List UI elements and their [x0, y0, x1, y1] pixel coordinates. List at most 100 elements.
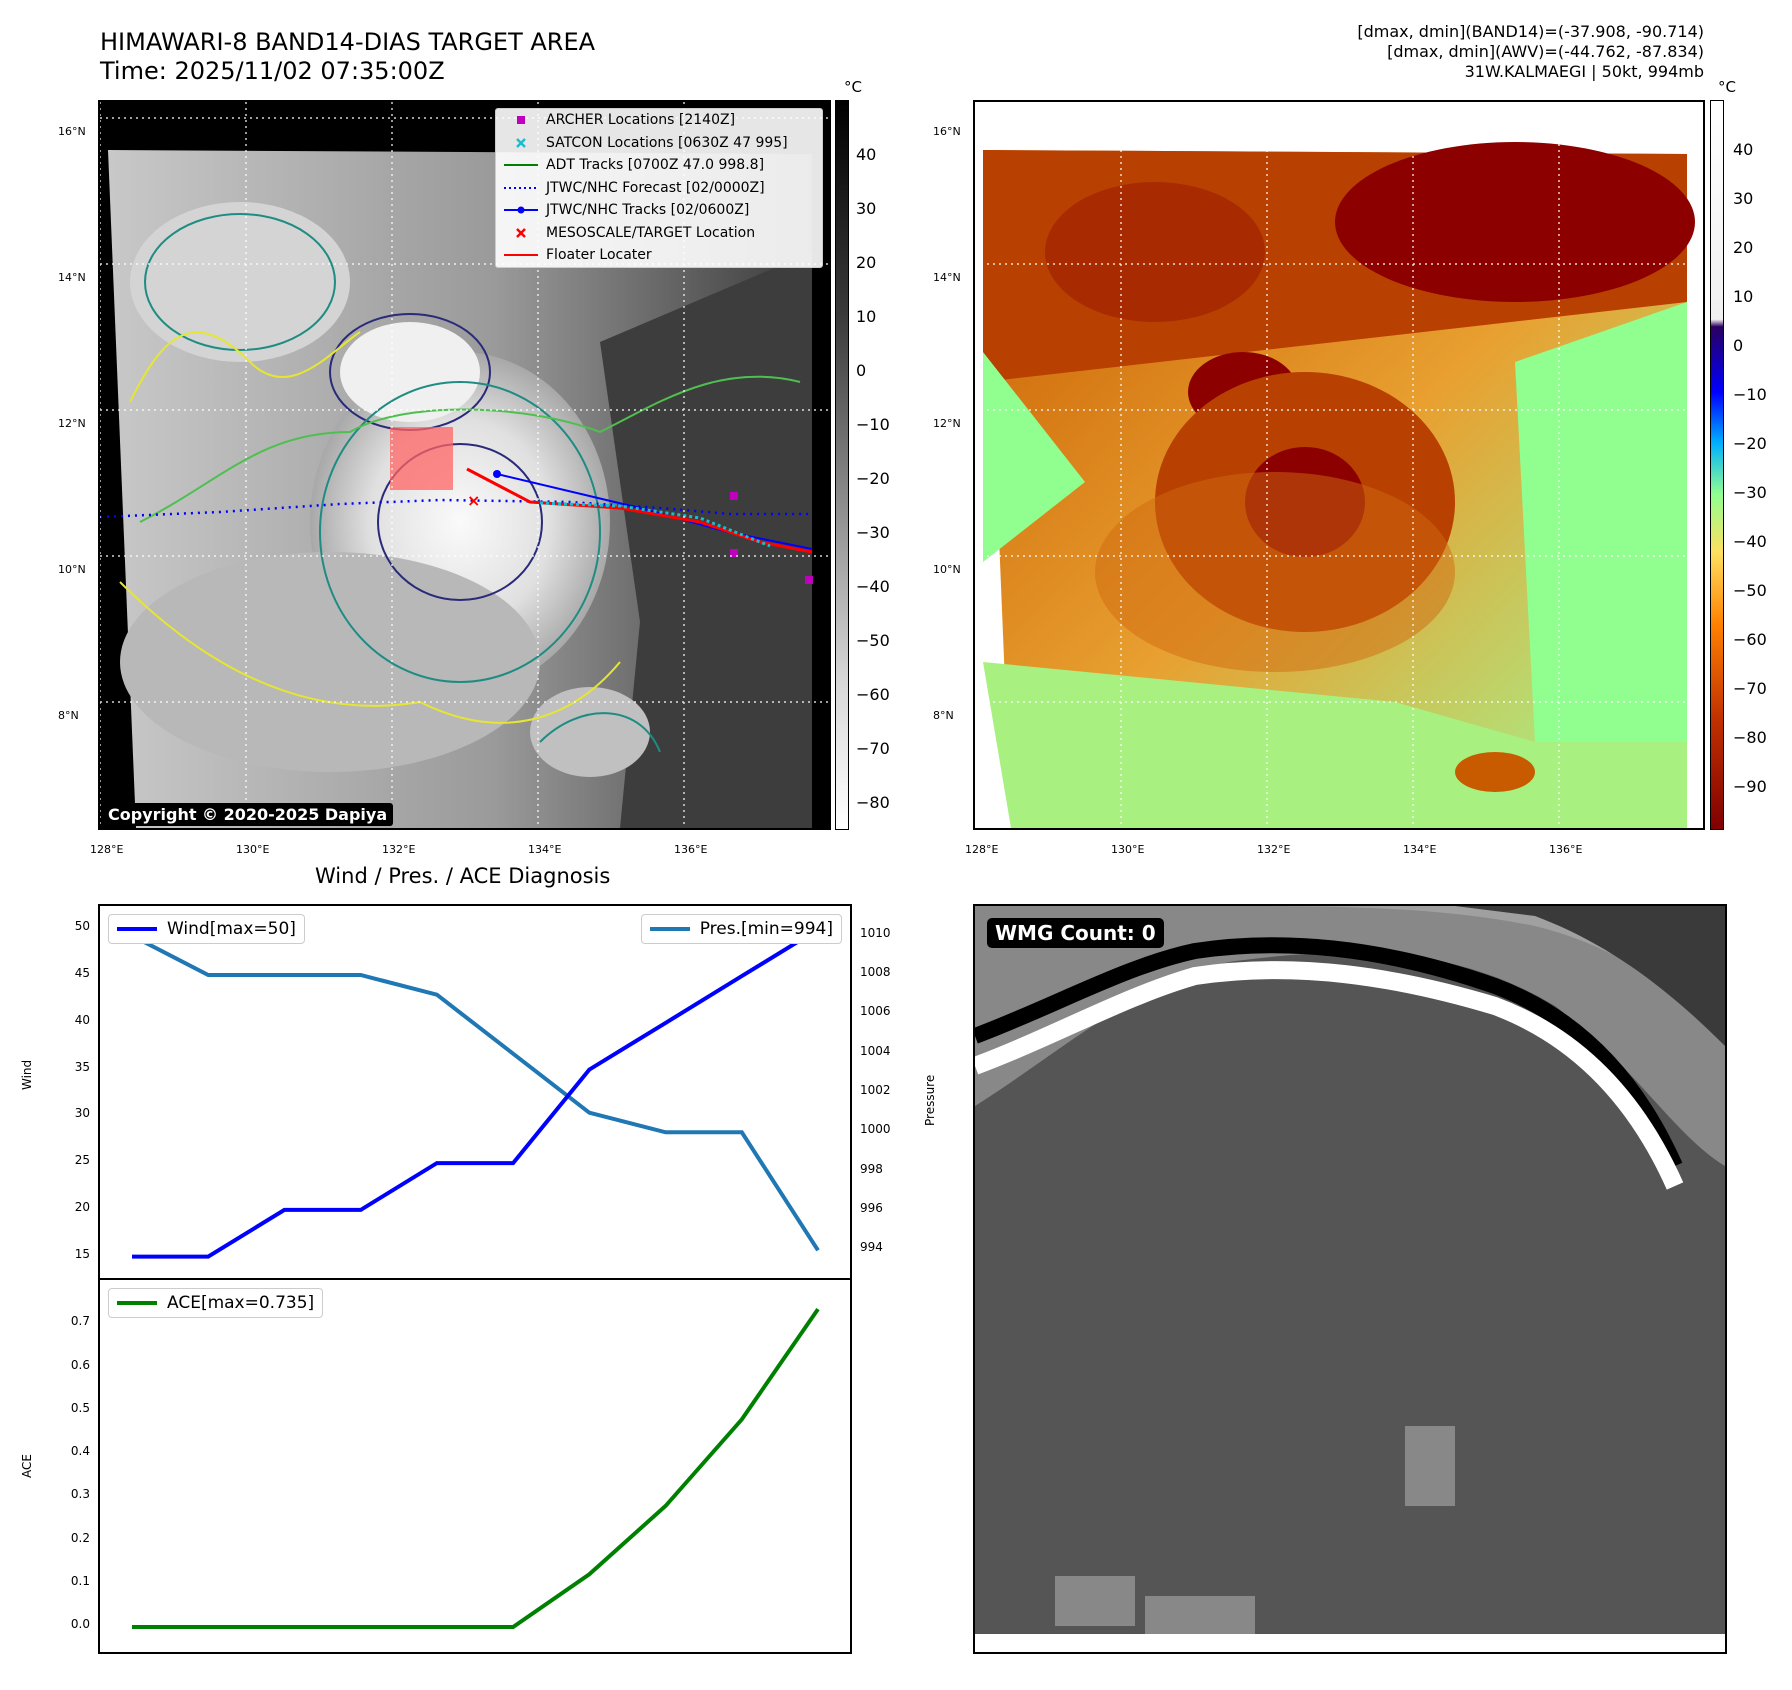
pressure-axis-tick: 1010	[860, 925, 891, 940]
line-dot-icon	[504, 206, 538, 214]
figure-title-line2: Time: 2025/11/02 07:35:00Z	[100, 57, 445, 85]
wind-pressure-chart: Wind[max=50] Pres.[min=994]	[98, 904, 852, 1280]
legend-jtwc-forecast: JTWC/NHC Forecast [02/0000Z]	[496, 177, 822, 200]
wind-pressure-plot	[131, 927, 820, 1259]
awv-colorbar-tick: 20	[1733, 238, 1754, 257]
legend-jtwc-tracks: JTWC/NHC Tracks [02/0600Z]	[496, 199, 822, 222]
jtwc-forecast-track	[100, 498, 812, 519]
ace-axis-tick: 0.0	[70, 1617, 90, 1632]
wmg-panel: WMG Count: 0	[973, 904, 1727, 1654]
ace-plot	[132, 1307, 820, 1629]
ir-colorbar-tick: −10	[856, 415, 890, 434]
ace-axis-tick: 0.2	[70, 1530, 90, 1545]
ir-colorbar	[835, 100, 849, 830]
pressure-axis-tick: 1004	[860, 1043, 891, 1058]
awv-colorbar-tick: 40	[1733, 140, 1754, 159]
wind-legend: Wind[max=50]	[108, 914, 305, 944]
ace-axis-tick: 0.1	[70, 1573, 90, 1588]
awv-colorbar-tick: −70	[1733, 679, 1767, 698]
line-marker-icon	[504, 162, 538, 168]
awv-colorbar-tick: −90	[1733, 777, 1767, 796]
awv-lon-tick: 130°E	[1111, 843, 1145, 856]
wmg-count-badge: WMG Count: 0	[987, 918, 1164, 948]
pressure-axis-tick: 998	[860, 1161, 883, 1176]
awv-lon-tick: 128°E	[965, 843, 999, 856]
awv-colorbar-tick: 10	[1733, 287, 1754, 306]
wind-axis-tick: 15	[74, 1246, 90, 1261]
wind-axis-tick: 20	[74, 1199, 90, 1214]
ir-colorbar-unit: °C	[844, 78, 862, 96]
awv-lat-tick: 12°N	[933, 417, 961, 430]
x-marker-icon	[504, 137, 538, 149]
ir-lat-tick: 14°N	[58, 271, 86, 284]
ir-satellite-image: ×	[100, 102, 829, 828]
wind-axis-tick: 50	[74, 919, 90, 934]
ir-colorbar-tick: 20	[856, 253, 877, 272]
ir-lat-tick: 10°N	[58, 563, 86, 576]
wind-axis-tick: 30	[74, 1106, 90, 1121]
awv-colorbar-tick: −50	[1733, 581, 1767, 600]
dotted-line-icon	[504, 185, 538, 191]
info-line2: [dmax, dmin](AWV)=(-44.762, -87.834)	[1387, 42, 1704, 61]
ace-line-icon	[117, 1301, 157, 1305]
ace-axis-tick: 0.7	[70, 1314, 90, 1329]
legend-adt: ADT Tracks [0700Z 47.0 998.8]	[496, 154, 822, 177]
ace-axis-tick: 0.6	[70, 1357, 90, 1372]
pressure-axis-tick: 1008	[860, 965, 891, 980]
pressure-axis-tick: 1002	[860, 1083, 891, 1097]
pressure-line-icon	[649, 927, 690, 931]
legend-mesoscale: MESOSCALE/TARGET Location	[496, 222, 822, 245]
awv-colorbar-tick: −10	[1733, 385, 1767, 404]
awv-lat-tick: 14°N	[933, 271, 961, 284]
ir-colorbar-tick: 10	[856, 307, 877, 326]
wind-axis-tick: 45	[74, 966, 90, 981]
ace-axis-tick: 0.4	[70, 1444, 90, 1459]
info-line1: [dmax, dmin](BAND14)=(-37.908, -90.714)	[1357, 22, 1704, 41]
info-line3: 31W.KALMAEGI | 50kt, 994mb	[1464, 62, 1704, 81]
figure-title-line1: HIMAWARI-8 BAND14-DIAS TARGET AREA	[100, 28, 596, 56]
ir-lon-tick: 136°E	[674, 843, 708, 856]
ir-colorbar-tick: −50	[856, 631, 890, 650]
awv-colorbar-tick: −80	[1733, 728, 1767, 747]
ir-colorbar-tick: −60	[856, 685, 890, 704]
pressure-axis-tick: 994	[860, 1240, 883, 1255]
line-marker-icon	[504, 252, 538, 258]
ir-lon-tick: 132°E	[382, 843, 416, 856]
pressure-axis-label: Pressure	[923, 1074, 937, 1126]
ir-lat-tick: 12°N	[58, 417, 86, 430]
ir-colorbar-tick: −70	[856, 739, 890, 758]
legend-archer: ARCHER Locations [2140Z]	[496, 109, 822, 132]
wind-axis-tick: 40	[74, 1012, 90, 1027]
ace-legend: ACE[max=0.735]	[108, 1288, 324, 1318]
awv-colorbar-tick: −20	[1733, 434, 1767, 453]
pressure-axis-tick: 1000	[860, 1122, 891, 1137]
ir-colorbar-tick: 30	[856, 199, 877, 218]
floater-locater-track	[466, 467, 813, 554]
awv-panel	[973, 100, 1705, 830]
awv-colorbar-tick: 0	[1733, 336, 1744, 355]
wind-line	[132, 927, 820, 1259]
wind-axis-tick: 25	[74, 1153, 90, 1168]
legend-floater: Floater Locater	[496, 244, 822, 267]
copyright-label: Copyright © 2020-2025 Dapiya	[102, 803, 394, 826]
x-marker-icon	[504, 227, 538, 239]
awv-colorbar-tick: 30	[1733, 189, 1754, 208]
awv-lat-tick: 10°N	[933, 563, 961, 576]
ir-lon-tick: 130°E	[236, 843, 270, 856]
ir-colorbar-tick: −40	[856, 577, 890, 596]
diagnosis-title: Wind / Pres. / ACE Diagnosis	[315, 864, 611, 888]
ir-colorbar-tick: −80	[856, 793, 890, 812]
pressure-line	[131, 933, 820, 1252]
awv-lat-tick: 8°N	[933, 709, 954, 722]
ir-legend: ARCHER Locations [2140Z] SATCON Location…	[495, 108, 823, 268]
awv-lat-tick: 16°N	[933, 125, 961, 138]
pressure-axis-tick: 1006	[860, 1004, 891, 1019]
awv-colorbar-tick: −30	[1733, 483, 1767, 502]
ace-chart: ACE[max=0.735]	[98, 1278, 852, 1654]
awv-lon-tick: 134°E	[1403, 843, 1437, 856]
wmg-image	[975, 906, 1725, 1652]
ir-colorbar-tick: −20	[856, 469, 890, 488]
wind-line-icon	[117, 927, 157, 931]
awv-lon-tick: 136°E	[1549, 843, 1583, 856]
awv-colorbar-unit: °C	[1718, 78, 1736, 96]
